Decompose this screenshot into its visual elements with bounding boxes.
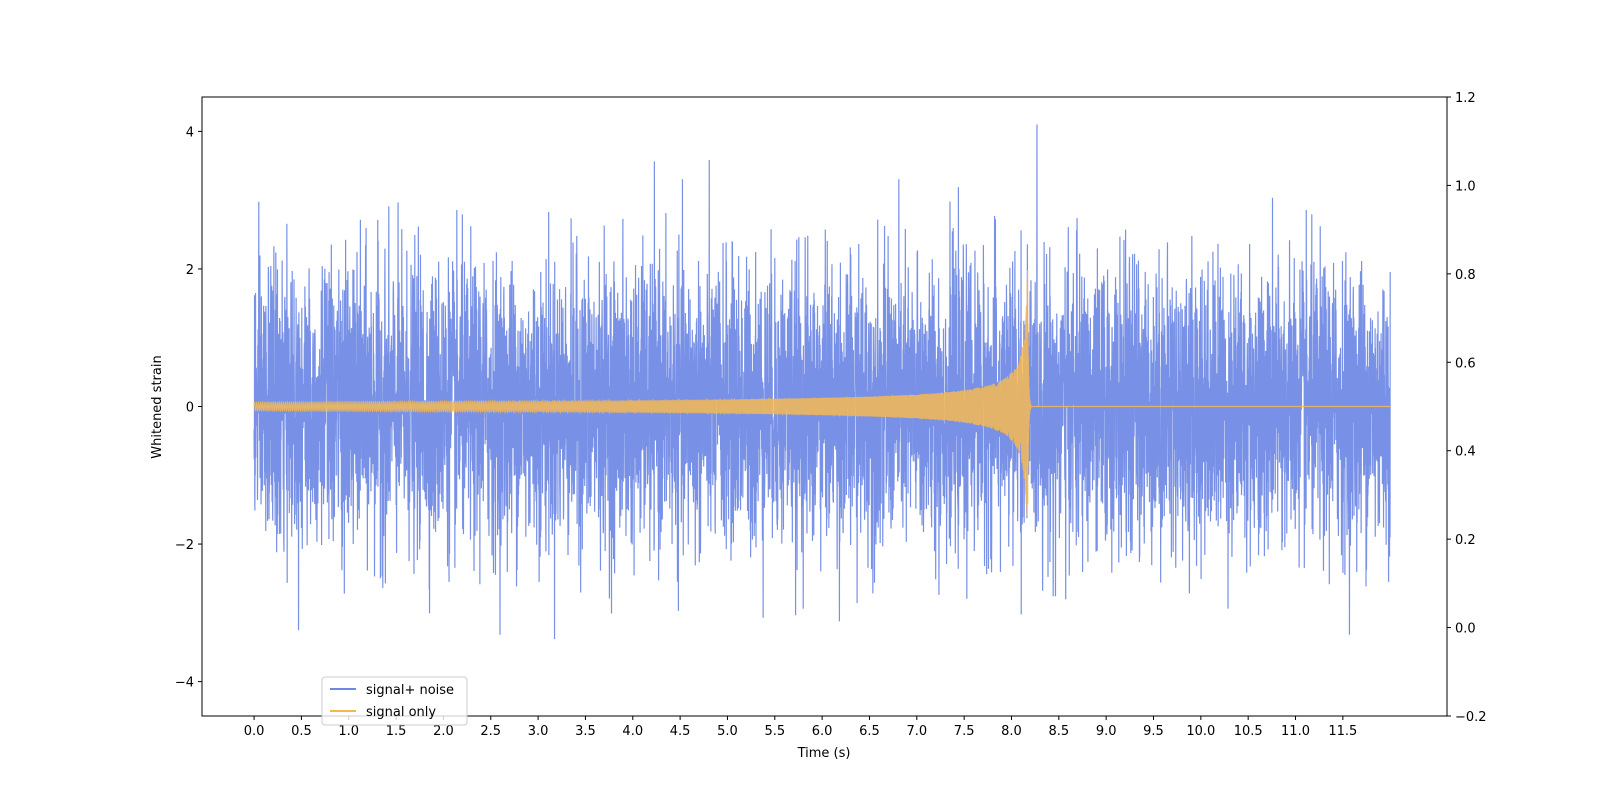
legend-label-signal-noise: signal+ noise (366, 683, 454, 698)
x-tick-label: 11.0 (1281, 724, 1310, 739)
legend-label-signal-only: signal only (366, 705, 436, 720)
x-tick-label: 2.5 (480, 724, 501, 739)
x-tick-label: 7.0 (906, 724, 927, 739)
x-tick-label: 9.5 (1143, 724, 1164, 739)
x-tick-label: 7.5 (954, 724, 975, 739)
y2-tick-label: 0.8 (1455, 268, 1476, 283)
y-tick-label: −2 (175, 538, 194, 553)
legend: signal+ noise signal only (321, 676, 468, 726)
x-tick-label: 3.5 (575, 724, 596, 739)
y2-tick-label: −0.2 (1455, 710, 1487, 725)
x-tick-label: 6.5 (859, 724, 880, 739)
x-tick-label: 5.0 (717, 724, 738, 739)
x-tick-label: 0.0 (244, 724, 265, 739)
noise-line (253, 124, 1391, 640)
x-axis-ticks: 0.0 0.5 1.0 1.5 2.0 2.5 3.0 3.5 4.0 4.5 5.0 5.5 6.0 6… (244, 716, 1357, 739)
x-tick-label: 1.5 (386, 724, 407, 739)
noise-series (253, 124, 1391, 640)
y-axis-label: Whitened strain (150, 355, 165, 458)
x-tick-label: 1.0 (338, 724, 359, 739)
x-tick-label: 5.5 (764, 724, 785, 739)
y2-tick-label: 0.2 (1455, 533, 1476, 548)
y2-tick-label: 0.0 (1455, 622, 1476, 637)
signal-series (253, 270, 1391, 517)
x-tick-label: 11.5 (1328, 724, 1357, 739)
x-tick-label: 0.5 (291, 724, 312, 739)
x-tick-label: 9.0 (1096, 724, 1117, 739)
y2-tick-label: 1.2 (1455, 91, 1476, 106)
x-tick-label: 8.5 (1048, 724, 1069, 739)
x-tick-label: 2.0 (433, 724, 454, 739)
y-tick-label: 0 (186, 401, 194, 416)
x-tick-label: 4.5 (670, 724, 691, 739)
x-tick-label: 4.0 (622, 724, 643, 739)
y2-tick-label: 1.0 (1455, 179, 1476, 194)
x-tick-label: 8.0 (1001, 724, 1022, 739)
y2-tick-label: 0.4 (1455, 445, 1476, 460)
legend-box (321, 676, 468, 726)
y-tick-label: 2 (186, 263, 194, 278)
secondary-y-axis-ticks: −0.2 0.0 0.2 0.4 0.6 0.8 1.0 1.2 (1447, 91, 1487, 725)
y2-tick-label: 0.6 (1455, 356, 1476, 371)
x-tick-label: 10.0 (1186, 724, 1215, 739)
x-tick-label: 3.0 (528, 724, 549, 739)
x-axis-label: Time (s) (797, 746, 851, 761)
x-tick-label: 6.0 (812, 724, 833, 739)
y-axis-ticks: −4 −2 0 2 4 (175, 125, 202, 691)
y-tick-label: −4 (175, 676, 194, 691)
x-tick-label: 10.5 (1234, 724, 1263, 739)
y-tick-label: 4 (186, 125, 194, 140)
signal-line (253, 270, 1391, 517)
